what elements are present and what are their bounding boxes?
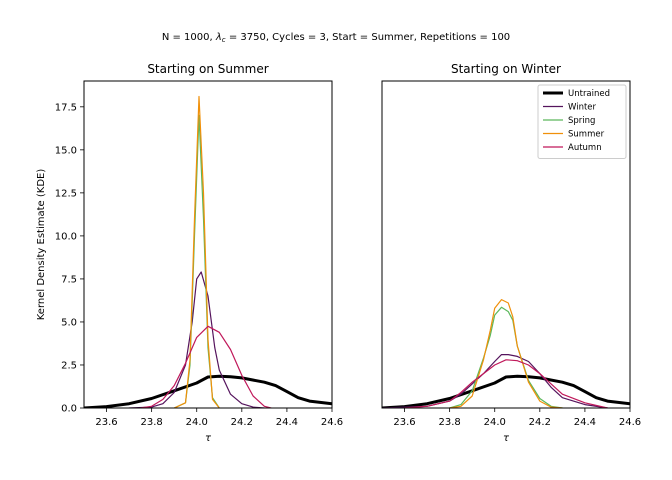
figure-suptitle: N = 1000, λc = 3750, Cycles = 3, Start =… — [162, 32, 510, 44]
y-tick-label: 5.0 — [61, 317, 77, 328]
series-line-spring — [449, 306, 564, 408]
y-tick-label: 7.5 — [61, 274, 77, 285]
panel-starting-on-summer: 23.6 23.8 24.0 24.2 24.4 24.6 0.0 2.5 5.0 7.5 10.0… — [36, 62, 343, 444]
x-tick-label: 23.6 — [95, 417, 117, 428]
legend-label-winter: Winter — [568, 103, 597, 113]
legend-box — [537, 84, 627, 159]
x-tick-label: 24.4 — [276, 417, 298, 428]
series-group — [84, 95, 332, 408]
series-line-winter — [382, 354, 609, 408]
y-tick-label: 15.0 — [55, 145, 77, 156]
x-tick-label: 23.8 — [439, 417, 461, 428]
y-tick-label: 17.5 — [55, 102, 77, 113]
series-line-summer — [449, 299, 564, 408]
plot-frame — [381, 80, 631, 409]
series-line-0 — [84, 374, 332, 408]
series-line-3 — [173, 95, 220, 408]
x-axis-label: τ — [205, 433, 212, 444]
x-axis-label: τ — [503, 433, 510, 444]
y-tick-label: 0.0 — [61, 404, 77, 415]
x-tick-label: 24.0 — [484, 417, 506, 428]
x-tick-label: 23.6 — [393, 417, 415, 428]
x-tick-label: 24.2 — [529, 417, 551, 428]
series-group — [382, 299, 630, 408]
panel-title: Starting on Winter — [451, 62, 561, 76]
legend: Untrained Winter Spring Summer Autumn — [537, 84, 627, 159]
series-line-1 — [128, 271, 265, 408]
x-tick-label: 24.2 — [231, 417, 253, 428]
panel-title: Starting on Summer — [147, 62, 268, 76]
legend-label-summer: Summer — [568, 130, 605, 140]
legend-label-untrained: Untrained — [568, 89, 610, 99]
x-tick-label: 24.6 — [321, 417, 343, 428]
x-tick-label: 24.0 — [186, 417, 208, 428]
panel-starting-on-winter: 23.6 23.8 24.0 24.2 24.4 24.6 Starting on Wint… — [381, 62, 641, 444]
legend-label-spring: Spring — [568, 116, 595, 126]
y-tick-label: 12.5 — [55, 188, 77, 199]
y-tick-label: 10.0 — [55, 231, 77, 242]
plot-frame — [83, 80, 333, 409]
series-line-untrained — [382, 374, 630, 408]
x-tick-label: 24.4 — [574, 417, 596, 428]
series-line-autumn — [403, 359, 609, 408]
x-tick-label: 23.8 — [141, 417, 163, 428]
y-tick-label: 2.5 — [61, 360, 77, 371]
legend-label-autumn: Autumn — [568, 143, 602, 153]
series-line-4 — [139, 325, 272, 408]
y-axis-label: Kernel Density Estimate (KDE) — [36, 169, 47, 321]
x-tick-label: 24.6 — [619, 417, 641, 428]
